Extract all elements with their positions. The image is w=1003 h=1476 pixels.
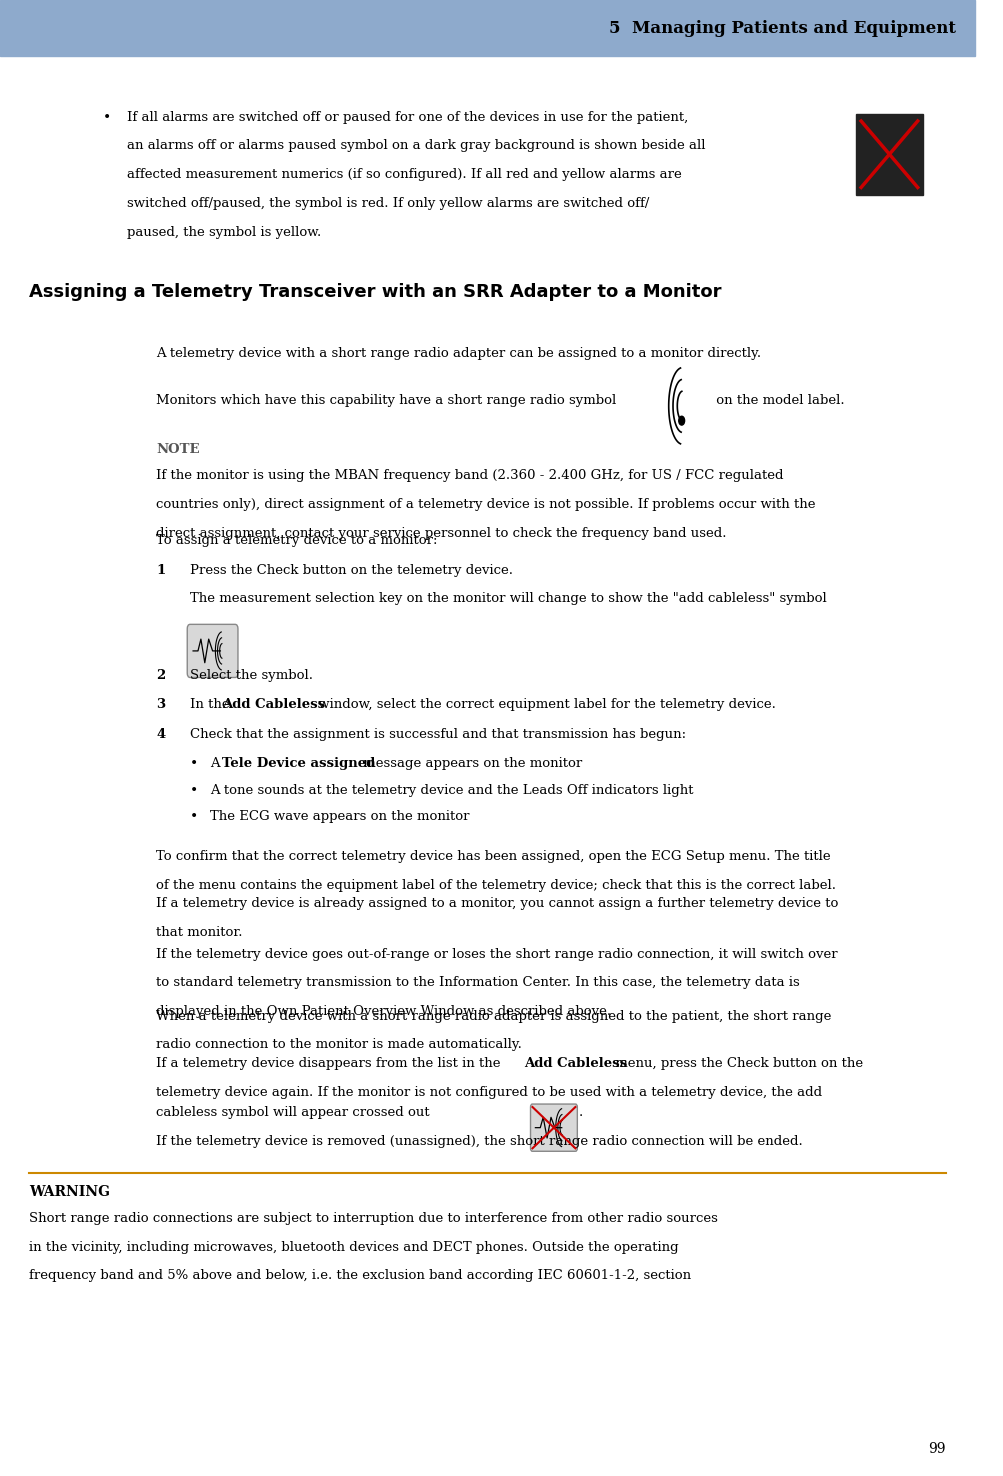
Text: 3: 3	[155, 698, 165, 711]
Text: Monitors which have this capability have a short range radio symbol: Monitors which have this capability have…	[155, 394, 616, 407]
Text: affected measurement numerics (if so configured). If all red and yellow alarms a: affected measurement numerics (if so con…	[126, 168, 681, 182]
Text: If the telemetry device goes out-of-range or loses the short range radio connect: If the telemetry device goes out-of-rang…	[155, 948, 837, 961]
Text: paused, the symbol is yellow.: paused, the symbol is yellow.	[126, 226, 321, 239]
Text: •: •	[190, 810, 199, 824]
Text: Check that the assignment is successful and that transmission has begun:: Check that the assignment is successful …	[190, 728, 686, 741]
Text: WARNING: WARNING	[29, 1185, 110, 1199]
Text: When a telemetry device with a short range radio adapter is assigned to the pati: When a telemetry device with a short ran…	[155, 1010, 830, 1023]
Text: A telemetry device with a short range radio adapter can be assigned to a monitor: A telemetry device with a short range ra…	[155, 347, 760, 360]
Text: To confirm that the correct telemetry device has been assigned, open the ECG Set: To confirm that the correct telemetry de…	[155, 850, 829, 863]
Text: If the monitor is using the MBAN frequency band (2.360 - 2.400 GHz, for US / FCC: If the monitor is using the MBAN frequen…	[155, 469, 782, 483]
Text: If the telemetry device is removed (unassigned), the short range radio connectio: If the telemetry device is removed (unas…	[155, 1135, 802, 1148]
Bar	[0, 0, 974, 56]
Text: 1: 1	[155, 564, 165, 577]
Text: •: •	[190, 784, 199, 797]
Text: 5  Managing Patients and Equipment: 5 Managing Patients and Equipment	[608, 19, 955, 37]
FancyBboxPatch shape	[187, 624, 238, 677]
Text: cableless symbol will appear crossed out: cableless symbol will appear crossed out	[155, 1106, 429, 1119]
Text: menu, press the Check button on the: menu, press the Check button on the	[611, 1057, 863, 1070]
Text: of the menu contains the equipment label of the telemetry device; check that thi: of the menu contains the equipment label…	[155, 880, 835, 892]
Text: A tone sounds at the telemetry device and the Leads Off indicators light: A tone sounds at the telemetry device an…	[210, 784, 692, 797]
Text: If a telemetry device is already assigned to a monitor, you cannot assign a furt: If a telemetry device is already assigne…	[155, 897, 838, 911]
Text: countries only), direct assignment of a telemetry device is not possible. If pro: countries only), direct assignment of a …	[155, 499, 814, 511]
Text: Assigning a Telemetry Transceiver with an SRR Adapter to a Monitor: Assigning a Telemetry Transceiver with a…	[29, 283, 721, 301]
Text: Press the Check button on the telemetry device.: Press the Check button on the telemetry …	[190, 564, 513, 577]
Text: window, select the correct equipment label for the telemetry device.: window, select the correct equipment lab…	[314, 698, 775, 711]
Text: in the vicinity, including microwaves, bluetooth devices and DECT phones. Outsid: in the vicinity, including microwaves, b…	[29, 1240, 678, 1253]
Text: A: A	[210, 757, 224, 770]
Text: telemetry device again. If the monitor is not configured to be used with a telem: telemetry device again. If the monitor i…	[155, 1086, 821, 1098]
Text: The ECG wave appears on the monitor: The ECG wave appears on the monitor	[210, 810, 468, 824]
Text: Select the symbol.: Select the symbol.	[190, 669, 313, 682]
Text: Tele Device assigned: Tele Device assigned	[222, 757, 375, 770]
Text: •: •	[102, 111, 110, 124]
FancyBboxPatch shape	[530, 1104, 577, 1151]
Text: NOTE: NOTE	[155, 443, 200, 456]
Text: displayed in the Own Patient Overview Window as described above.: displayed in the Own Patient Overview Wi…	[155, 1005, 611, 1018]
Text: to standard telemetry transmission to the Information Center. In this case, the : to standard telemetry transmission to th…	[155, 977, 799, 989]
Text: 99: 99	[928, 1442, 945, 1457]
Text: on the model label.: on the model label.	[711, 394, 844, 407]
Text: If all alarms are switched off or paused for one of the devices in use for the p: If all alarms are switched off or paused…	[126, 111, 687, 124]
Text: Add Cableless: Add Cableless	[524, 1057, 626, 1070]
Text: Short range radio connections are subject to interruption due to interference fr: Short range radio connections are subjec…	[29, 1212, 717, 1225]
Text: radio connection to the monitor is made automatically.: radio connection to the monitor is made …	[155, 1039, 522, 1051]
Circle shape	[678, 416, 684, 425]
Text: Add Cableless: Add Cableless	[222, 698, 325, 711]
Text: In the: In the	[190, 698, 234, 711]
Text: To assign a telemetry device to a monitor:: To assign a telemetry device to a monito…	[155, 534, 437, 548]
Text: direct assignment, contact your service personnel to check the frequency band us: direct assignment, contact your service …	[155, 527, 726, 540]
Text: If a telemetry device disappears from the list in the: If a telemetry device disappears from th…	[155, 1057, 505, 1070]
Text: •: •	[190, 757, 199, 770]
Text: that monitor.: that monitor.	[155, 927, 243, 939]
Text: 4: 4	[155, 728, 165, 741]
Bar	[856, 114, 922, 195]
Text: 2: 2	[155, 669, 165, 682]
Text: message appears on the monitor: message appears on the monitor	[358, 757, 582, 770]
Text: an alarms off or alarms paused symbol on a dark gray background is shown beside : an alarms off or alarms paused symbol on…	[126, 140, 704, 152]
Text: .: .	[578, 1106, 582, 1119]
Text: frequency band and 5% above and below, i.e. the exclusion band according IEC 606: frequency band and 5% above and below, i…	[29, 1269, 691, 1283]
Text: The measurement selection key on the monitor will change to show the "add cablel: The measurement selection key on the mon…	[190, 592, 826, 605]
Text: switched off/paused, the symbol is red. If only yellow alarms are switched off/: switched off/paused, the symbol is red. …	[126, 198, 649, 210]
